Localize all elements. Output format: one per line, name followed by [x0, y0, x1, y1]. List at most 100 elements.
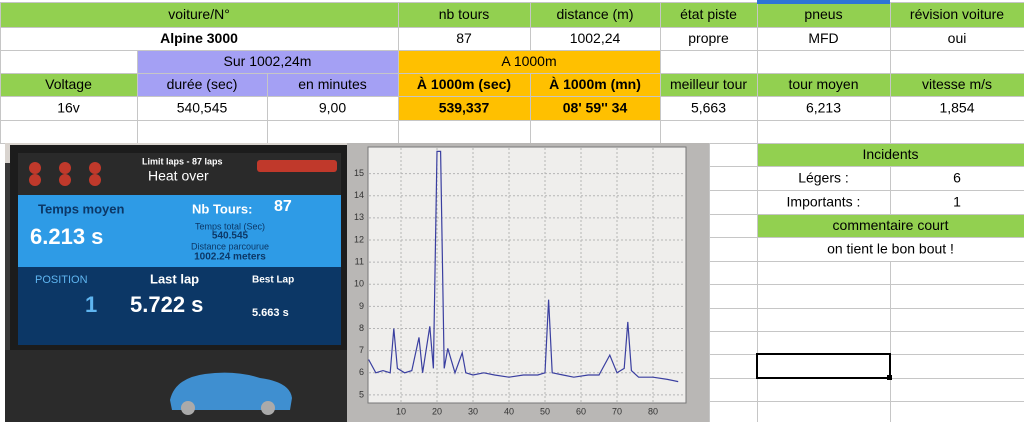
cell-text: distance (m) [556, 6, 633, 22]
cell [890, 308, 1024, 332]
cell-text: Importants : [787, 194, 861, 210]
cell [757, 261, 891, 285]
cell [267, 96, 399, 121]
cell-text: 6,213 [806, 100, 841, 116]
cell-text: vitesse m/s [922, 76, 992, 92]
cell [709, 331, 758, 355]
cell [890, 261, 1024, 285]
cell [709, 261, 758, 285]
cell-text: en minutes [298, 76, 366, 92]
red-led [89, 174, 101, 186]
cell-text: révision voiture [910, 6, 1004, 22]
cell-text: 5,663 [691, 100, 726, 116]
cell [757, 237, 1024, 262]
cell-text: commentaire court [833, 217, 949, 233]
cell-text: voiture/N° [168, 6, 230, 22]
screen-text: 5.663 s [252, 307, 289, 319]
cell-text: 540,545 [177, 100, 228, 116]
cell-text: meilleur tour [670, 76, 747, 92]
cell [398, 96, 531, 121]
screen-text: 540.545 [212, 231, 249, 242]
cell-text: Incidents [862, 146, 918, 162]
cell [0, 50, 138, 74]
screen-text: Last lap [150, 271, 199, 286]
cell [890, 378, 1024, 402]
cell-text: durée (sec) [167, 76, 238, 92]
x-tick-label: 20 [432, 406, 442, 416]
cell [660, 96, 758, 121]
screen-text: Temps moyen [38, 201, 125, 216]
screen-text: 6.213 s [30, 224, 103, 249]
cell [890, 190, 1024, 215]
cell [757, 308, 891, 332]
cell [890, 401, 1024, 422]
y-tick-label: 14 [354, 190, 364, 200]
cell-text: Sur 1002,24m [224, 53, 312, 69]
cell-text: Voltage [45, 76, 92, 92]
cell-text: 6 [953, 170, 961, 186]
cell-text: Légers : [798, 170, 849, 186]
screen-text: 1 [85, 292, 97, 317]
cell-text: propre [688, 30, 729, 46]
cell [757, 331, 891, 355]
cell [890, 331, 1024, 355]
cell [757, 378, 891, 402]
cell-text: pneus [804, 6, 842, 22]
cell [709, 378, 758, 402]
x-tick-label: 50 [540, 406, 550, 416]
cell [757, 401, 891, 422]
cell [398, 120, 531, 144]
cell [709, 401, 758, 422]
cell [530, 2, 661, 28]
cell [890, 50, 1024, 74]
screen-text: Best Lap [252, 275, 294, 286]
cell [530, 96, 661, 121]
cell-text: oui [948, 30, 967, 46]
tab-strip [757, 0, 890, 4]
screen-text: Distance parcourue [191, 241, 269, 251]
cell [890, 2, 1024, 28]
cell [709, 354, 758, 379]
cell [137, 96, 268, 121]
cell [267, 120, 399, 144]
screen-text: 87 [274, 198, 292, 215]
cell [709, 190, 758, 215]
screen-text: Heat over [148, 168, 209, 184]
cell-text: 1 [953, 194, 961, 210]
car-wheel [181, 401, 195, 415]
cell [660, 50, 758, 74]
cell [757, 96, 891, 121]
cell-text: 1002,24 [570, 30, 621, 46]
x-tick-label: 80 [648, 406, 658, 416]
cell [709, 284, 758, 309]
cell [757, 166, 891, 191]
cell-text: A 1000m [501, 53, 556, 69]
lap-line [368, 150, 679, 383]
y-tick-label: 10 [354, 279, 364, 289]
red-led [59, 174, 71, 186]
cell-text: 539,337 [439, 100, 490, 116]
cell-text: nb tours [439, 6, 490, 22]
cell [0, 96, 138, 121]
red-led [29, 162, 41, 174]
cell-text: 1,854 [939, 100, 974, 116]
y-tick-label: 5 [359, 389, 364, 399]
y-tick-label: 9 [359, 301, 364, 311]
cell [890, 284, 1024, 309]
y-tick-label: 12 [354, 234, 364, 244]
cell [890, 120, 1024, 144]
toy-car [170, 372, 292, 410]
cell [709, 214, 758, 238]
cell-text: 87 [456, 30, 472, 46]
x-tick-label: 30 [468, 406, 478, 416]
screen-bottom [18, 267, 341, 345]
cell-text: 9,00 [319, 100, 346, 116]
x-tick-label: 10 [396, 406, 406, 416]
x-tick-label: 40 [504, 406, 514, 416]
screen-text: 5.722 s [130, 292, 203, 317]
cell [530, 120, 661, 144]
y-tick-label: 8 [359, 323, 364, 333]
screen-mid [18, 195, 341, 267]
cell-text: À 1000m (mn) [549, 76, 641, 92]
